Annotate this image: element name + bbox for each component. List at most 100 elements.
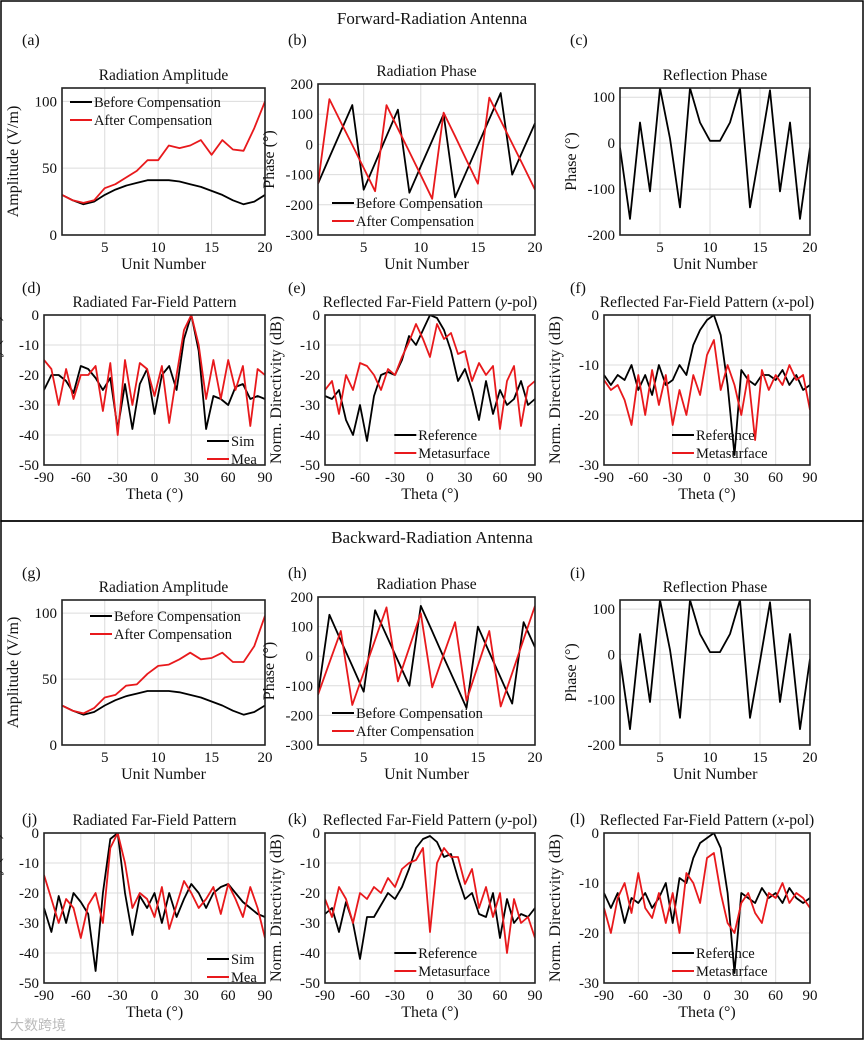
x-axis-label: Unit Number	[673, 256, 759, 273]
chart-title: Radiated Far-Field Pattern	[72, 294, 236, 311]
x-tick-label: 0	[703, 470, 711, 486]
chart-title: Radiated Far-Field Pattern	[72, 812, 236, 829]
x-tick-label: -60	[350, 470, 370, 486]
panel-label: (e)	[288, 280, 306, 297]
x-tick-label: 30	[734, 470, 749, 486]
title-text: Reflected Far-Field Pattern (	[600, 812, 777, 829]
plot-area	[318, 84, 535, 235]
x-tick-label: 60	[221, 988, 236, 1004]
title-text: Reflected Far-Field Pattern (	[600, 294, 777, 311]
series-line-metasurface	[325, 847, 535, 954]
chart-k: -90 -60 -30 0 30 60 90-50-40-30-20-100Reflecte…	[268, 811, 543, 1021]
series-line-reference	[325, 835, 535, 960]
y-tick-label: 200	[291, 77, 314, 93]
x-tick-label: 10	[413, 750, 428, 766]
chart-title: Reflected Far-Field Pattern (y-pol)	[323, 812, 537, 829]
x-tick-label: 60	[768, 470, 783, 486]
y-axis-label: Phase (°)	[563, 132, 580, 190]
x-tick-label: 60	[493, 988, 508, 1004]
x-tick-label: 0	[151, 988, 159, 1004]
x-axis-label: Unit Number	[384, 766, 470, 783]
legend: Reference Metasurface	[671, 428, 768, 462]
legend-label: Metasurface	[418, 964, 490, 980]
y-tick-label: -10	[579, 876, 599, 892]
title-pol: y	[498, 812, 507, 829]
title-pol: y	[498, 294, 507, 311]
title-text: Reflected Far-Field Pattern (	[323, 294, 500, 311]
x-tick-label: 5	[101, 750, 109, 766]
x-axis-label: Unit Number	[121, 766, 207, 783]
y-tick-label: 100	[291, 107, 314, 123]
panel-label: (d)	[22, 280, 41, 297]
x-tick-label: 0	[703, 988, 711, 1004]
x-tick-label: 60	[493, 470, 508, 486]
y-tick-label: 100	[291, 620, 314, 636]
chart-title: Reflected Far-Field Pattern (x-pol)	[600, 812, 814, 829]
x-tick-label: 90	[258, 470, 273, 486]
y-tick-label: 0	[306, 649, 314, 665]
y-tick-label: -30	[579, 976, 599, 992]
y-axis-label: Amplitude (V/m)	[5, 617, 22, 729]
legend-label: Reference	[418, 946, 477, 962]
x-tick-label: 5	[101, 240, 109, 256]
legend-label: After Compensation	[114, 627, 233, 643]
x-tick-label: 0	[426, 470, 434, 486]
y-tick-label: -300	[286, 738, 314, 754]
x-tick-label: 60	[768, 988, 783, 1004]
legend-label: Before Compensation	[94, 95, 222, 111]
y-tick-label: -10	[579, 358, 599, 374]
legend-label: Reference	[696, 428, 755, 444]
panel-label: (k)	[288, 811, 307, 828]
chart-j: -90 -60 -30 0 30 60 90 -50 -40 -30 -20 -10 0 Radiated…	[0, 811, 273, 1021]
chart-title: Reflected Far-Field Pattern (x-pol)	[600, 294, 814, 311]
axes-frame	[603, 314, 811, 466]
x-tick-label: 10	[151, 750, 166, 766]
chart-a: 5 10 15 20 0 50 100 Radiation Amplitude (a) Unit …	[5, 32, 273, 273]
x-tick-label: 30	[458, 988, 473, 1004]
y-tick-label: 0	[608, 647, 616, 663]
x-axis-label: Theta (°)	[401, 1004, 458, 1021]
y-axis-label: Phase (°)	[563, 643, 580, 701]
x-tick-label: 20	[258, 240, 273, 256]
axes-frame	[324, 314, 536, 466]
panel-label: (i)	[570, 565, 585, 582]
y-tick-label: -50	[19, 458, 39, 474]
x-axis-label: Unit Number	[121, 256, 207, 273]
y-tick-label: -200	[588, 228, 616, 244]
legend: Sim Mea	[207, 952, 257, 986]
x-tick-label: 20	[528, 240, 543, 256]
x-tick-label: 10	[703, 240, 718, 256]
x-tick-label: 60	[221, 470, 236, 486]
legend: Before Compensation After Compensation	[70, 95, 222, 129]
y-tick-label: 50	[42, 161, 57, 177]
y-tick-label: -20	[579, 926, 599, 942]
legend-label: Before Compensation	[356, 196, 484, 212]
x-tick-label: -30	[108, 470, 128, 486]
series-line-before-compensation	[62, 179, 265, 206]
series-line-reflection-phase	[620, 600, 810, 730]
x-axis-label: Theta (°)	[401, 486, 458, 503]
axes-frame	[61, 599, 266, 746]
chart-g: 5 10 15 20 0 50 100 Radiation Amplitude (g) Unit …	[5, 565, 273, 783]
y-tick-label: 0	[32, 308, 40, 324]
series-line-before-compensation	[318, 605, 535, 709]
y-tick-label: -100	[588, 693, 616, 709]
series-line-metasurface	[604, 339, 810, 441]
y-axis-label: Norm. Directivity (dB)	[0, 316, 4, 464]
series-line-reference	[604, 315, 810, 456]
x-tick-label: 30	[458, 470, 473, 486]
chart-h: 5 10 15 20 -300 -200 -100 0 100 200 Radiation Phas…	[261, 565, 543, 783]
x-tick-label: 90	[803, 470, 818, 486]
x-axis-label: Unit Number	[384, 256, 470, 273]
backward-section-title: Backward-Radiation Antenna	[331, 528, 533, 547]
y-tick-label: 0	[50, 228, 58, 244]
x-tick-label: -60	[71, 470, 91, 486]
series-line-after-compensation	[62, 101, 265, 204]
x-tick-label: 30	[184, 470, 199, 486]
x-tick-label: -90	[594, 470, 614, 486]
x-tick-label: 0	[151, 470, 159, 486]
x-tick-label: 90	[528, 470, 543, 486]
chart-title: Reflection Phase	[663, 579, 768, 596]
